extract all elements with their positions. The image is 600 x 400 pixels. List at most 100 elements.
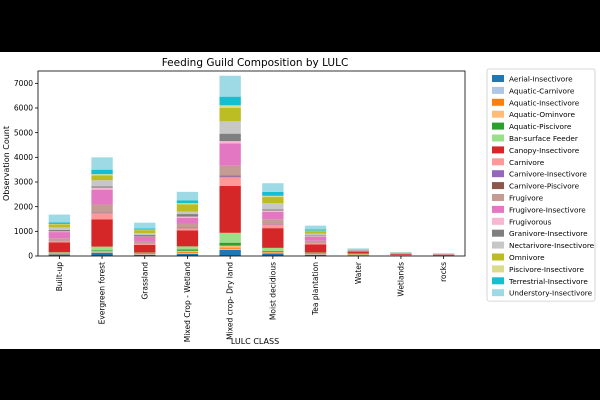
legend: Aerial-Insectivore Aquatic-Carnivore Aquat… bbox=[486, 68, 596, 302]
bar-segment bbox=[134, 235, 156, 237]
plot-frame bbox=[37, 70, 466, 257]
figure-canvas: Feeding Guild Composition by LULC Observ… bbox=[0, 52, 600, 349]
bar-segment bbox=[219, 175, 241, 177]
x-tick-label: Tea plantation bbox=[311, 262, 320, 316]
legend-label: Carnivore bbox=[509, 158, 545, 167]
bar-segment bbox=[176, 252, 199, 254]
legend-label: Understory-Insectivore bbox=[509, 289, 593, 298]
bar-segment bbox=[134, 237, 156, 242]
bar-segment bbox=[134, 230, 156, 234]
bar-segment bbox=[176, 200, 199, 204]
bar-segment bbox=[91, 213, 113, 220]
bar-segment bbox=[219, 242, 241, 246]
bar-segment bbox=[219, 247, 241, 249]
legend-swatch bbox=[492, 110, 504, 118]
legend-label: Bar-surface Feeder bbox=[509, 134, 578, 143]
bar-segment bbox=[176, 214, 199, 217]
bar-segment bbox=[48, 227, 71, 230]
bar-segment bbox=[48, 238, 71, 241]
bar-segment bbox=[304, 229, 327, 231]
bar-segment bbox=[91, 169, 113, 175]
bar-segment bbox=[176, 217, 199, 224]
bar-segment bbox=[219, 245, 241, 248]
legend-label: Aerial-Insectivore bbox=[509, 75, 573, 84]
legend-swatch bbox=[492, 98, 504, 106]
legend-swatch bbox=[492, 122, 504, 130]
legend-label: Carnivore-Piscivore bbox=[509, 182, 580, 191]
bar-segment bbox=[262, 183, 284, 192]
bar-segment bbox=[262, 211, 284, 220]
bar-segment bbox=[176, 253, 199, 256]
bar-segment bbox=[134, 252, 156, 254]
x-tick-label: Built-up bbox=[55, 262, 64, 291]
bar-segment bbox=[262, 253, 284, 256]
bar-segment bbox=[48, 222, 71, 224]
bar-segment bbox=[262, 224, 284, 229]
bar-segment bbox=[219, 96, 241, 106]
bar-segment bbox=[304, 236, 327, 238]
x-axis: Built-up Evergreen forest Grassland Mixed C… bbox=[55, 256, 448, 342]
stacked-bar-chart: Feeding Guild Composition by LULC Observ… bbox=[2, 57, 596, 346]
bar-segment bbox=[219, 121, 241, 134]
legend-swatch bbox=[492, 194, 504, 201]
legend-swatch bbox=[492, 75, 504, 82]
y-tick-label: 7000 bbox=[14, 79, 33, 88]
legend-swatch bbox=[492, 277, 504, 285]
legend-label: Granivore-Insectivore bbox=[509, 229, 588, 238]
bar-segment bbox=[304, 243, 327, 245]
bar-segment bbox=[91, 219, 113, 247]
legend-frame bbox=[486, 68, 596, 302]
legend-label: Nectarivore-Insectivore bbox=[509, 241, 595, 250]
bar-segment bbox=[347, 253, 369, 255]
bar-segment bbox=[219, 107, 241, 122]
bar-segment bbox=[134, 233, 156, 236]
bar-segment bbox=[91, 157, 113, 170]
y-axis-label: Observation Count bbox=[2, 126, 11, 201]
bar-segment bbox=[91, 180, 113, 187]
y-tick-label: 6000 bbox=[14, 104, 33, 113]
bar-segment bbox=[48, 229, 71, 232]
bar-segment bbox=[91, 250, 113, 252]
bar-segment bbox=[432, 254, 455, 256]
bar-segment bbox=[176, 228, 199, 231]
bar-segment bbox=[176, 246, 199, 250]
bar-segment bbox=[219, 141, 241, 144]
legend-swatch bbox=[492, 289, 504, 297]
bar-segment bbox=[48, 252, 71, 254]
legend-label: Carnivore-Insectivore bbox=[509, 170, 587, 179]
bar-segment bbox=[262, 195, 284, 198]
bar-segment bbox=[262, 191, 284, 196]
bar-segment bbox=[91, 189, 113, 205]
x-tick-label: Water bbox=[354, 261, 363, 284]
legend-label: Frugivore-Insectivore bbox=[509, 205, 586, 214]
bar-segment bbox=[219, 105, 241, 108]
bar-segment bbox=[176, 211, 199, 215]
x-axis-label: LULC CLASS bbox=[231, 337, 279, 346]
bar-segment bbox=[134, 254, 156, 256]
bar-segment bbox=[304, 240, 327, 243]
legend-label: Aquatic-Ominvore bbox=[509, 110, 575, 119]
bar-segment bbox=[91, 252, 113, 256]
bar-segment bbox=[390, 253, 412, 255]
bar-segment bbox=[304, 231, 327, 234]
bar-segment bbox=[219, 75, 241, 97]
y-tick-label: 2000 bbox=[14, 202, 33, 211]
bar-segment bbox=[91, 175, 113, 181]
bar-segment bbox=[219, 143, 241, 166]
bar-segment bbox=[134, 243, 156, 245]
bar-segment bbox=[219, 248, 241, 250]
bar-segment bbox=[176, 223, 199, 228]
legend-label: Aquatic-Insectivore bbox=[509, 98, 580, 107]
bar-segment bbox=[91, 186, 113, 188]
y-tick-label: 1000 bbox=[14, 227, 33, 236]
legend-swatch bbox=[492, 182, 504, 190]
bar-segment bbox=[219, 249, 241, 256]
y-axis: 0 1000 2000 3000 4000 5000 6000 7000 bbox=[14, 79, 38, 261]
bar-segment bbox=[48, 231, 71, 233]
bar-segment bbox=[48, 214, 71, 223]
bar-segment bbox=[176, 230, 199, 247]
bar-segment bbox=[48, 241, 71, 243]
x-tick-label: Grassland bbox=[140, 262, 149, 300]
bar-segment bbox=[262, 228, 284, 248]
x-tick-label: Mixed Crop - Wetland bbox=[183, 262, 192, 342]
